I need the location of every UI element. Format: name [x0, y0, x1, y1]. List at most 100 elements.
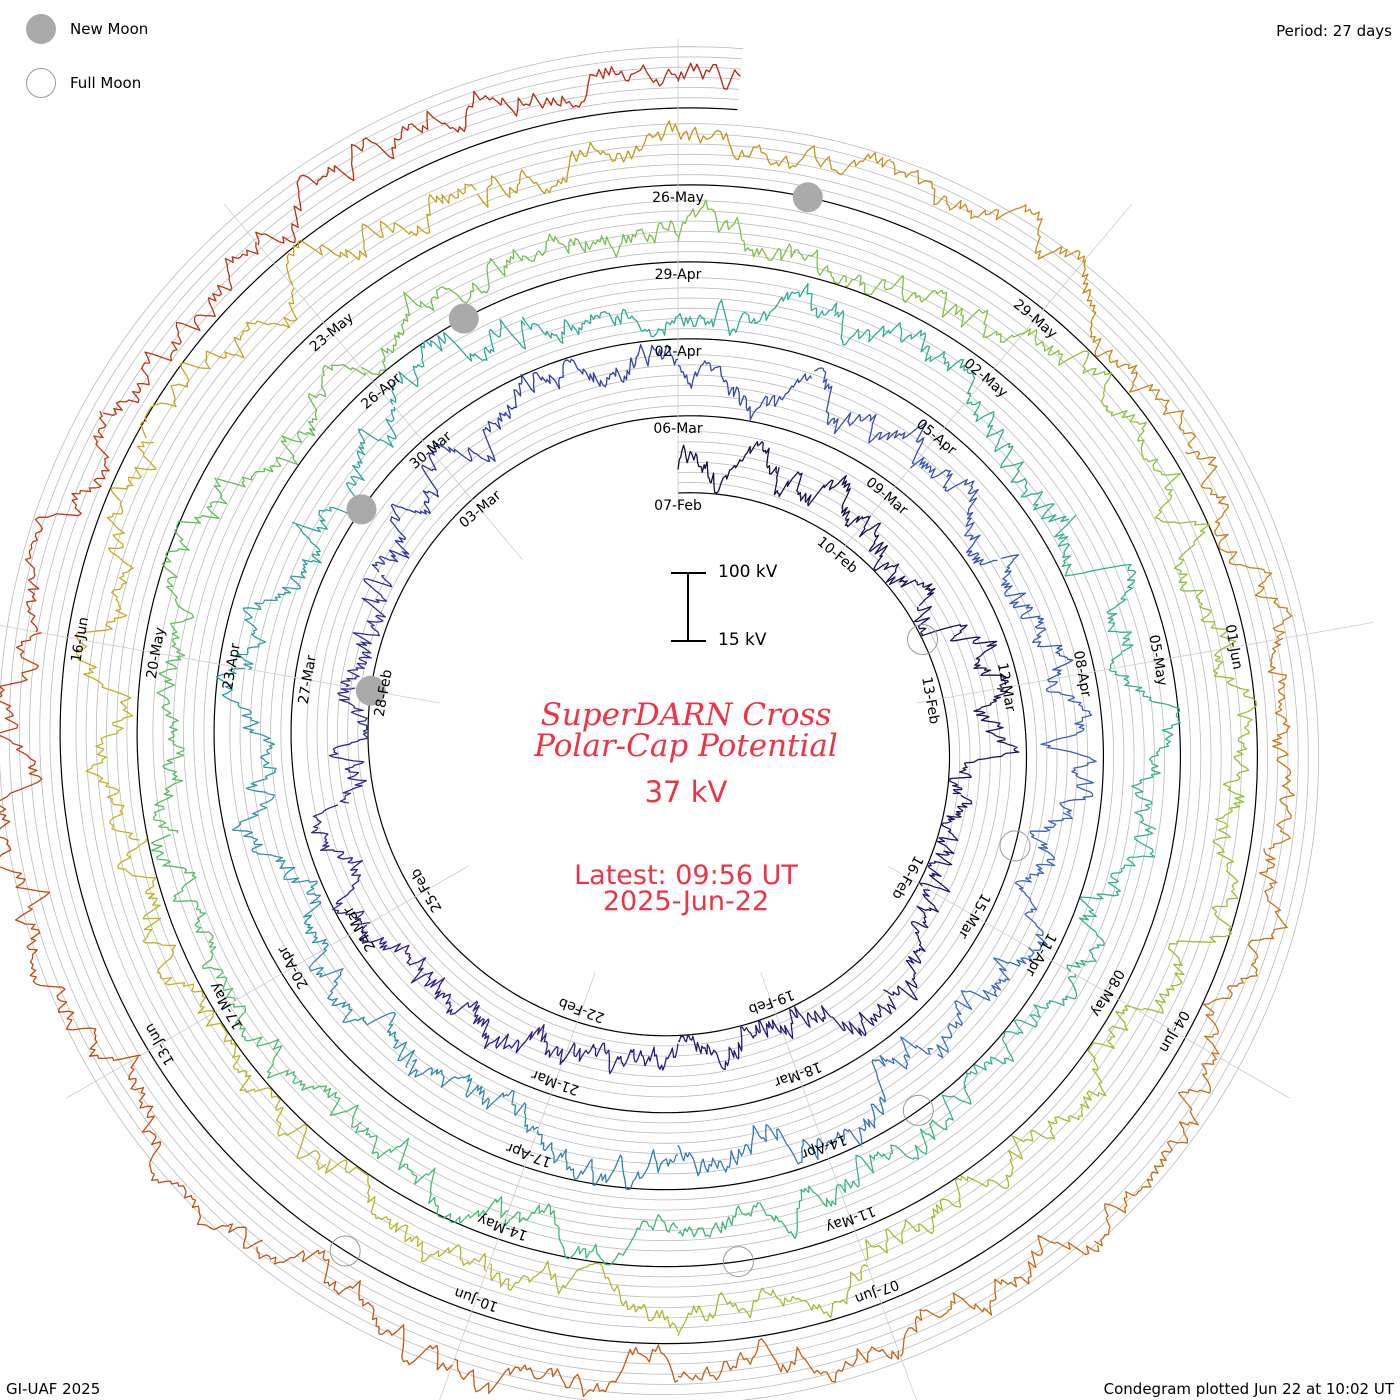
potential-trace-segment-66	[205, 1013, 327, 1171]
potential-trace-segment-76	[1185, 450, 1293, 640]
full-moon-marker	[902, 1094, 934, 1126]
day-spoke-6	[439, 972, 596, 1400]
date-label: 13-Jun	[141, 1020, 178, 1067]
potential-trace-segment-29	[407, 1058, 539, 1133]
potential-trace-segment-35	[389, 318, 527, 405]
potential-trace-segment-91	[677, 62, 741, 90]
legend-new-moon: New Moon	[26, 14, 148, 44]
potential-trace-segment-86	[0, 632, 43, 858]
chart-title-line1: SuperDARN Cross	[540, 697, 832, 733]
potential-trace-segment-14	[328, 687, 368, 804]
potential-trace-segment-68	[75, 638, 140, 841]
date-label: 07-Feb	[654, 498, 702, 514]
potential-trace-segment-43	[963, 974, 1078, 1089]
date-label: 11-Apr	[1022, 930, 1059, 979]
latest-time: Latest: 09:56 UT	[574, 860, 798, 891]
potential-trace-segment-26	[824, 1036, 934, 1151]
potential-trace-segment-55	[677, 199, 847, 285]
scale-top-label: 100 kV	[718, 562, 778, 582]
full-moon-marker	[329, 1235, 361, 1267]
potential-trace-segment-27	[677, 1123, 825, 1177]
potential-trace-segment-11	[451, 1000, 564, 1066]
potential-trace-segment-23	[1040, 679, 1097, 815]
potential-trace-segment-82	[454, 1344, 679, 1398]
potential-trace-segment-4	[913, 605, 1009, 688]
potential-trace-segment-15	[340, 574, 393, 688]
potential-trace-segment-73	[677, 126, 892, 176]
potential-trace-segment-65	[324, 1159, 487, 1272]
date-label: 21-Mar	[529, 1066, 581, 1098]
potential-trace-segment-77	[1267, 637, 1295, 850]
date-label: 29-Apr	[655, 267, 702, 283]
scale-bar	[671, 572, 706, 642]
date-label: 01-Jun	[1222, 623, 1246, 671]
date-label: 04-Jun	[1156, 1008, 1193, 1055]
date-label: 22-Feb	[556, 994, 606, 1025]
potential-trace-segment-18	[545, 343, 679, 390]
potential-trace-segment-44	[838, 1085, 972, 1193]
potential-trace-segment-48	[226, 1003, 363, 1128]
moon-markers	[329, 182, 1031, 1278]
potential-trace-segment-5	[949, 688, 1020, 795]
potential-trace-segment-74	[890, 160, 1086, 263]
grid-spiral-5	[8, 56, 1309, 1396]
date-label: 16-Jun	[68, 616, 92, 664]
baseline-spiral	[59, 107, 1259, 1345]
potential-traces	[0, 62, 1295, 1398]
potential-trace-segment-80	[899, 1234, 1100, 1357]
potential-trace-segment-12	[358, 924, 453, 1016]
new-moon-marker	[346, 494, 377, 525]
grid-spiral-4	[19, 66, 1299, 1385]
latest-date: 2025-Jun-22	[602, 886, 770, 917]
potential-trace-segment-37	[677, 283, 838, 337]
potential-trace-segment-8	[779, 995, 897, 1040]
potential-trace-segment-63	[677, 1264, 869, 1336]
date-label: 18-Mar	[772, 1058, 824, 1090]
date-label: 08-Apr	[1070, 649, 1094, 698]
potential-trace-segment-59	[1212, 648, 1257, 841]
date-label: 06-Mar	[653, 421, 703, 437]
day-spoke-9	[223, 203, 523, 560]
potential-trace-segment-84	[128, 1056, 263, 1249]
date-label: 14-Apr	[799, 1131, 849, 1162]
day-spoke-4	[887, 865, 1290, 1099]
date-label: 03-Mar	[456, 487, 504, 531]
potential-trace-segment-51	[162, 477, 228, 658]
date-label: 10-Feb	[814, 534, 861, 577]
date-label: 10-Jun	[452, 1284, 500, 1315]
date-label: 23-Apr	[220, 642, 244, 691]
potential-trace-segment-9	[677, 1019, 782, 1071]
date-label: 20-Apr	[274, 943, 311, 992]
potential-trace-segment-88	[102, 242, 259, 417]
potential-trace-segment-40	[1054, 514, 1137, 669]
date-label: 17-Apr	[504, 1139, 554, 1170]
potential-trace-segment-39	[966, 397, 1070, 523]
date-label: 26-Apr	[358, 370, 404, 412]
potential-trace-segment-19	[677, 360, 813, 421]
potential-trace-segment-67	[117, 838, 215, 1014]
potential-trace-segment-52	[216, 364, 366, 488]
chart-title-line2: Polar-Cap Potential	[534, 728, 838, 764]
potential-trace-segment-41	[1108, 668, 1182, 830]
potential-trace-segment-87	[24, 410, 110, 633]
date-label: 11-May	[823, 1202, 877, 1235]
potential-trace-segment-7	[883, 889, 939, 1001]
current-value: 37 kV	[644, 775, 728, 809]
potential-trace-segment-49	[150, 833, 236, 1001]
legend-full-moon: Full Moon	[26, 68, 141, 98]
potential-trace-segment-47	[355, 1125, 509, 1225]
potential-trace-segment-81	[677, 1338, 900, 1383]
potential-trace-segment-85	[0, 866, 141, 1062]
full-moon-icon	[26, 68, 56, 98]
new-moon-marker	[792, 182, 823, 213]
potential-trace-segment-78	[1203, 848, 1288, 1055]
date-label: 08-May	[1087, 966, 1127, 1019]
full-moon-marker	[999, 830, 1031, 862]
potential-trace-segment-62	[865, 1149, 1023, 1261]
grid-spiral-2	[39, 87, 1279, 1365]
date-label: 02-Apr	[655, 344, 702, 360]
potential-trace-segment-70	[140, 287, 298, 439]
potential-trace-segment-71	[285, 183, 477, 287]
potential-trace-segment-36	[521, 308, 679, 344]
potential-trace-segment-64	[488, 1260, 679, 1333]
